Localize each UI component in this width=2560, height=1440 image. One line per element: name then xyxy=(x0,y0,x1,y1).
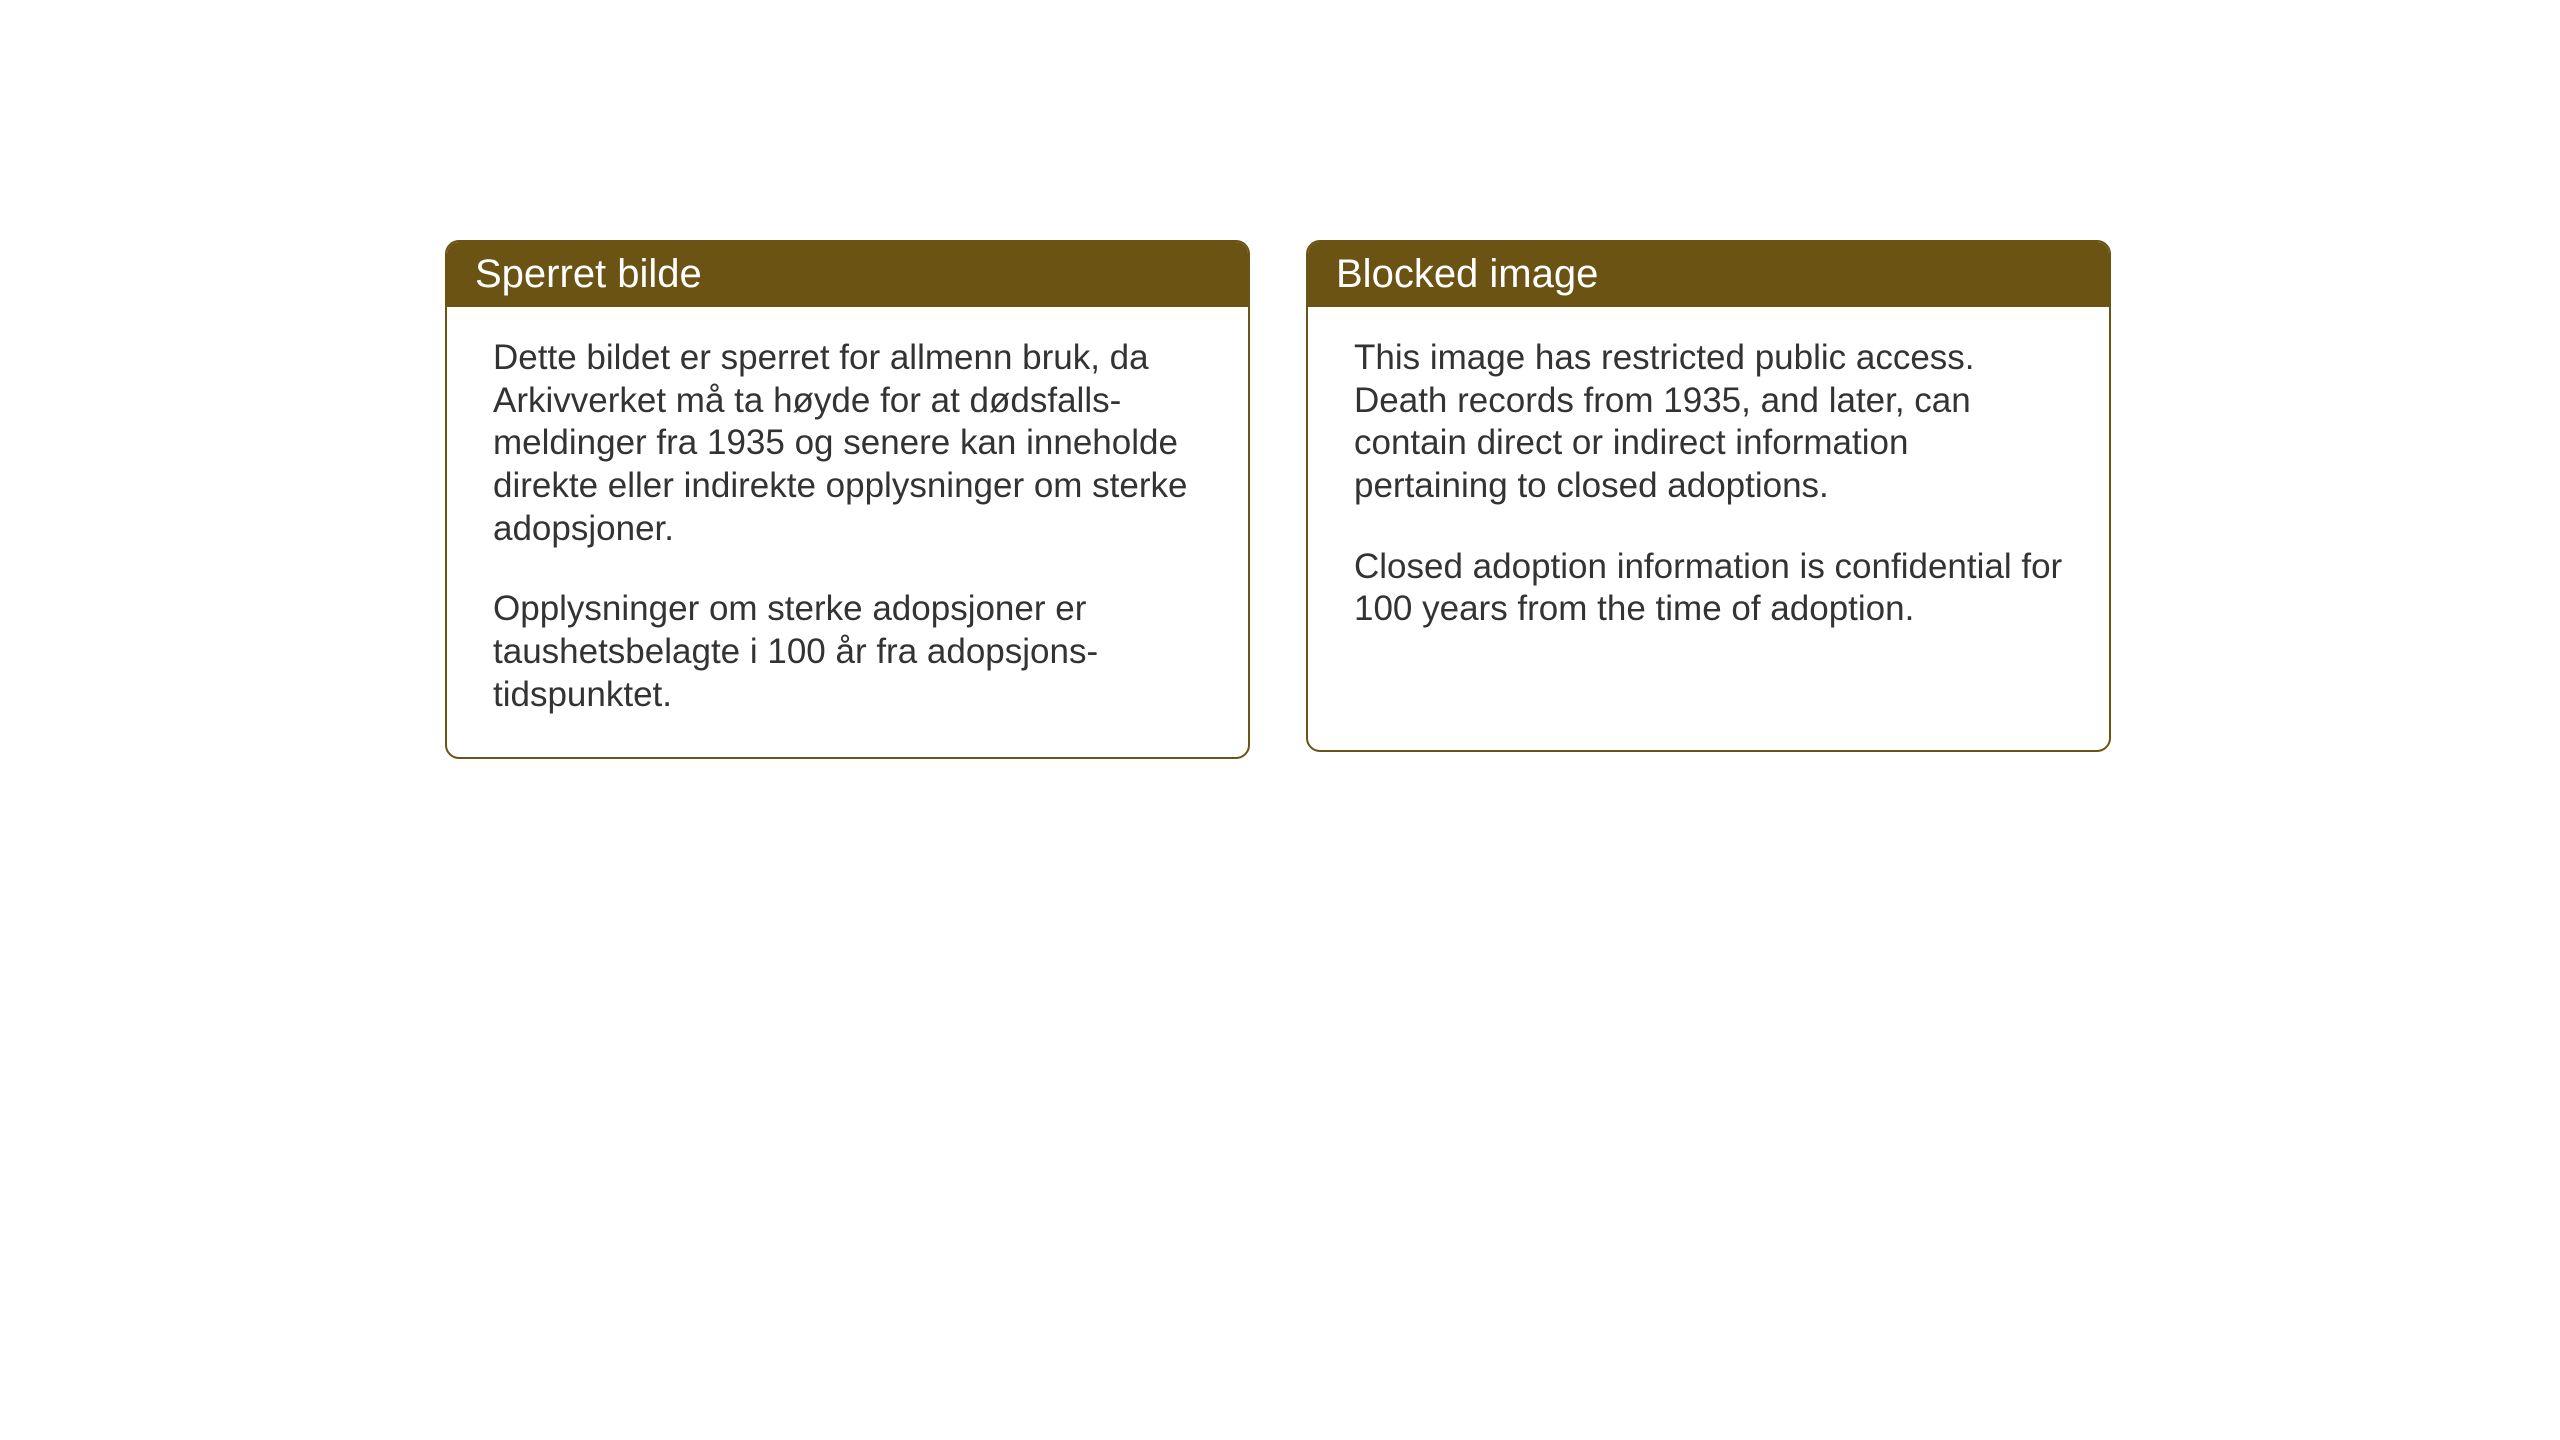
card-english-paragraph-2: Closed adoption information is confident… xyxy=(1354,546,2063,631)
card-norwegian-paragraph-2: Opplysninger om sterke adopsjoner er tau… xyxy=(493,588,1202,716)
card-norwegian: Sperret bilde Dette bildet er sperret fo… xyxy=(445,240,1250,759)
card-english-body: This image has restricted public access.… xyxy=(1308,307,2109,671)
card-english-paragraph-1: This image has restricted public access.… xyxy=(1354,337,2063,508)
cards-container: Sperret bilde Dette bildet er sperret fo… xyxy=(445,240,2111,759)
card-norwegian-header: Sperret bilde xyxy=(447,242,1248,307)
card-norwegian-body: Dette bildet er sperret for allmenn bruk… xyxy=(447,307,1248,757)
card-norwegian-paragraph-1: Dette bildet er sperret for allmenn bruk… xyxy=(493,337,1202,550)
card-norwegian-title: Sperret bilde xyxy=(475,252,702,296)
card-english: Blocked image This image has restricted … xyxy=(1306,240,2111,752)
card-english-header: Blocked image xyxy=(1308,242,2109,307)
card-english-title: Blocked image xyxy=(1336,252,1598,296)
